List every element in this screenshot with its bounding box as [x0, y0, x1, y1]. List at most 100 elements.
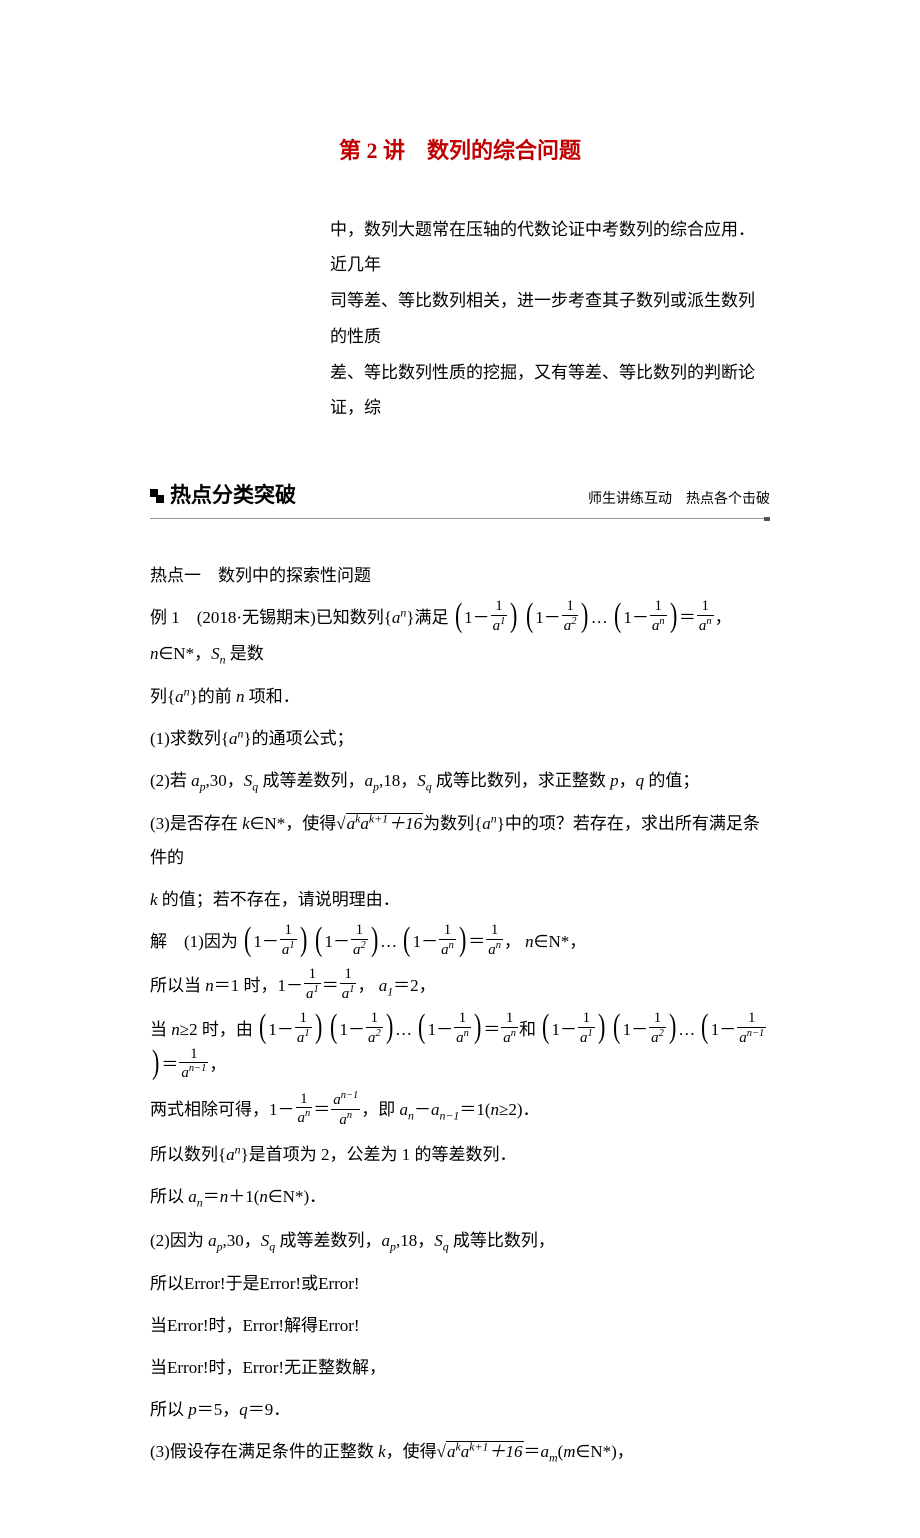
t: ≥2 时，由 — [180, 1020, 253, 1039]
sqrt-icon: √ — [336, 814, 345, 833]
Sq2: Sq — [417, 771, 431, 790]
t: ， — [209, 1055, 226, 1074]
t: ， — [504, 932, 521, 951]
t: 当 — [150, 1316, 167, 1335]
t: }的前 — [190, 687, 236, 706]
t: 于是 — [226, 1274, 260, 1293]
ap: ap — [191, 771, 205, 790]
q3: (3)是否存在 k∈N*，使得√akak+1＋16为数列{an}中的项？若存在，… — [150, 807, 770, 875]
rp: ) — [386, 1017, 393, 1037]
in-N: ∈N*， — [159, 644, 212, 663]
lp: ( — [614, 606, 621, 626]
Sq: Sq — [244, 771, 258, 790]
frac: 1a1 — [280, 923, 297, 958]
lp: ( — [244, 930, 251, 950]
Sq4: Sq — [434, 1231, 448, 1250]
an-1: an — [392, 608, 406, 627]
q3b: k 的值；若不存在，请说明理由． — [150, 883, 770, 917]
frac: 1an — [486, 923, 503, 958]
lp: ( — [418, 1017, 425, 1037]
an-2: an — [175, 687, 189, 706]
eq: ＝ — [524, 1442, 541, 1461]
t: ,30， — [223, 1231, 261, 1250]
k: k — [378, 1442, 386, 1461]
banner-right: 师生讲练互动 热点各个击破 — [588, 487, 770, 518]
sqrt-body-2: akak+1＋16 — [446, 1441, 524, 1461]
t: 或 — [301, 1274, 318, 1293]
t: 所以 — [150, 1274, 184, 1293]
sol-11: 所以 p＝5，q＝9． — [150, 1393, 770, 1427]
n: n — [171, 1020, 180, 1039]
t: ,30， — [206, 771, 244, 790]
sol-1: 解 (1)因为 (1－1a1) (1－1a2)… (1－1an)＝1an， n∈… — [150, 925, 770, 961]
n: n — [220, 1187, 229, 1206]
t: 两式相除可得，1－ — [150, 1100, 295, 1119]
intro-line-1: 中，数列大题常在压轴的代数论证中考数列的综合应用．近几年 — [330, 212, 770, 283]
t: 无正整数解， — [284, 1358, 386, 1377]
t: 所以 — [150, 1187, 188, 1206]
sol-3: 当 n≥2 时，由 (1－1a1) (1－1a2)… (1－1an)＝1an和 … — [150, 1013, 770, 1085]
frac: 1a1 — [340, 967, 357, 1002]
t: ＝1 时，1－ — [214, 976, 303, 995]
t: 列{ — [150, 687, 175, 706]
t: ＝9． — [248, 1400, 291, 1419]
frac: 1an−1 — [179, 1047, 208, 1082]
t: 解 (1)因为 — [150, 932, 238, 951]
t: 成等差数列， — [258, 771, 364, 790]
n: n — [236, 687, 245, 706]
t: 为数列{ — [423, 814, 482, 833]
sol-9: 当Error!时，Error!解得Error! — [150, 1309, 770, 1343]
eq: ＝ — [203, 1187, 220, 1206]
err: Error! — [318, 1316, 360, 1335]
t: (2)若 — [150, 771, 191, 790]
frac: 1an — [454, 1011, 471, 1046]
t: ，即 — [361, 1100, 399, 1119]
example-1: 例 1 (2018·无锡期末)已知数列{an}满足 (1－1a1) (1－1a2… — [150, 601, 770, 672]
t: ∈N*)． — [268, 1187, 326, 1206]
sqrt-icon: √ — [437, 1442, 446, 1461]
intro-block: 中，数列大题常在压轴的代数论证中考数列的综合应用．近几年 司等差、等比数列相关，… — [330, 212, 770, 426]
section-banner: 热点分类突破 师生讲练互动 热点各个击破 — [150, 476, 770, 519]
t: 的值； — [644, 771, 699, 790]
lp: ( — [542, 1017, 549, 1037]
t: ,18， — [396, 1231, 434, 1250]
frac: an−1an — [331, 1090, 360, 1128]
lp: ( — [701, 1017, 708, 1037]
p: p — [188, 1400, 197, 1419]
lp: ( — [613, 1017, 620, 1037]
ex1-a: 例 1 (2018·无锡期末)已知数列{ — [150, 608, 392, 627]
t: ∈N*， — [534, 932, 587, 951]
banner-left-text: 热点分类突破 — [170, 476, 296, 516]
k: k — [242, 814, 250, 833]
rp: ) — [670, 606, 677, 626]
lp: ( — [455, 606, 462, 626]
t: 项和． — [245, 687, 300, 706]
tail: 是数 — [226, 644, 264, 663]
ap2: ap — [364, 771, 378, 790]
frac: 1a1 — [295, 1011, 312, 1046]
t: ＝5， — [197, 1400, 240, 1419]
sol-5: 所以数列{an}是首项为 2，公差为 1 的等差数列． — [150, 1138, 770, 1172]
ex1-b: }满足 — [406, 608, 448, 627]
intro-line-3: 差、等比数列性质的挖掘，又有等差、等比数列的判断论证，综 — [330, 355, 770, 426]
lp: ( — [259, 1017, 266, 1037]
lp: ( — [315, 930, 322, 950]
an2: an — [188, 1187, 202, 1206]
Sq3: Sq — [261, 1231, 275, 1250]
sol-10: 当Error!时，Error!无正整数解， — [150, 1351, 770, 1385]
t: ， — [357, 976, 374, 995]
n: n — [150, 644, 159, 663]
rp: ) — [581, 606, 588, 626]
n: n — [259, 1187, 268, 1206]
t: ,18， — [379, 771, 417, 790]
t: 时， — [209, 1358, 243, 1377]
Sn: Sn — [211, 644, 225, 663]
rp: ) — [300, 930, 307, 950]
rp: ) — [474, 1017, 481, 1037]
t: ＝1( — [459, 1100, 490, 1119]
sqrt-body: akak+1＋16 — [346, 813, 424, 833]
frac: 1a2 — [351, 923, 368, 958]
rp: ) — [598, 1017, 605, 1037]
k2: k — [150, 890, 158, 909]
m: m — [563, 1442, 575, 1461]
